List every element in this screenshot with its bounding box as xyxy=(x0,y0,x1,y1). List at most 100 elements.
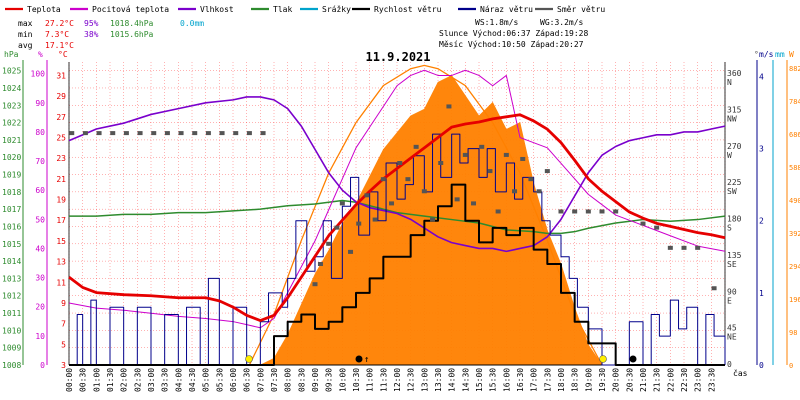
wind-direction-point xyxy=(123,131,129,136)
series-wind_ms-line xyxy=(69,183,725,366)
wind-direction-point xyxy=(356,221,362,226)
wind-direction-point xyxy=(334,225,340,230)
temperature-tick-label: 3 xyxy=(61,361,66,370)
wind-direction-point xyxy=(372,217,378,222)
x-tick-label: 08:00 xyxy=(284,368,293,392)
series-lines xyxy=(68,69,726,366)
x-tick-label: 12:00 xyxy=(393,368,402,392)
axis-units: hPa % °C ° m/s mm W čas xyxy=(4,50,794,378)
pressure-tick-label: 1010 xyxy=(2,326,21,335)
wind-direction-point xyxy=(421,189,427,194)
x-tick-label: 15:00 xyxy=(475,368,484,392)
wind-direction-point xyxy=(312,282,318,287)
x-tick-label: 21:30 xyxy=(653,368,662,392)
direction-compass-label: SE xyxy=(727,260,737,269)
wind-direction-point xyxy=(260,131,266,136)
x-tick-label: 18:00 xyxy=(557,368,566,392)
x-tick-label: 05:00 xyxy=(202,368,211,392)
direction-tick-label: 90 xyxy=(727,287,737,296)
pressure-tick-label: 1015 xyxy=(2,240,21,249)
stat-max-hum: 95% xyxy=(84,19,99,28)
wind-direction-point xyxy=(110,131,116,136)
sunset-icon xyxy=(599,355,607,363)
wind-direction-point xyxy=(364,193,370,198)
x-tick-label: 03:30 xyxy=(161,368,170,392)
pressure-tick-label: 1024 xyxy=(2,84,21,93)
moon-arrow-icon: ↑ xyxy=(364,355,369,365)
x-tick-label: 19:00 xyxy=(584,368,593,392)
wind-direction-point xyxy=(572,209,578,214)
pressure-tick-label: 1019 xyxy=(2,171,21,180)
x-tick-label: 11:00 xyxy=(366,368,375,392)
stat-min-temp: 7.3°C xyxy=(45,30,69,39)
series-temperature_c-line xyxy=(68,113,726,322)
wind-direction-point xyxy=(479,144,485,149)
wind-direction-point xyxy=(495,209,501,214)
pressure-tick-label: 1014 xyxy=(2,257,21,266)
wind-direction-point xyxy=(178,131,184,136)
pressure-tick-label: 1020 xyxy=(2,153,21,162)
wind-direction-point xyxy=(613,209,619,214)
temperature-tick-label: 21 xyxy=(56,175,66,184)
legend-label: Pocitová teplota xyxy=(92,5,169,14)
x-tick-label: 11:30 xyxy=(379,368,388,392)
stat-max-rain: 0.0mm xyxy=(180,19,204,28)
stat-min-press: 1015.6hPa xyxy=(110,30,154,39)
temperature-tick-label: 9 xyxy=(61,299,66,308)
pressure-tick-label: 1012 xyxy=(2,292,21,301)
temperature-tick-label: 5 xyxy=(61,340,66,349)
wind-direction-point xyxy=(487,169,493,174)
stat-max-temp: 27.2°C xyxy=(45,19,74,28)
wind-direction-point xyxy=(82,131,88,136)
stat-max-label: max xyxy=(18,19,33,28)
temperature-tick-label: 7 xyxy=(61,320,66,329)
series-temperature_c-line xyxy=(68,69,726,329)
wind-direction-point xyxy=(233,131,239,136)
x-tick-label: 07:30 xyxy=(270,368,279,392)
wind-direction-point xyxy=(695,245,701,250)
wind-direction-point xyxy=(151,131,157,136)
x-tick-label: 18:30 xyxy=(571,368,580,392)
humidity-tick-label: 40 xyxy=(35,244,45,253)
legend-label: Srážky xyxy=(322,5,351,14)
wind-direction-point xyxy=(348,249,354,254)
wind-direction-point xyxy=(164,131,170,136)
temperature-tick-label: 15 xyxy=(56,237,66,246)
x-tick-label: 01:30 xyxy=(106,368,115,392)
wind-direction-point xyxy=(503,152,509,157)
x-tick-label: 23:30 xyxy=(707,368,716,392)
wind-direction-point xyxy=(512,189,518,194)
stat-min-label: min xyxy=(18,30,33,39)
series-humidity_pct-line xyxy=(68,96,726,253)
wind-tick-label: 0 xyxy=(759,361,764,370)
unit-degc: °C xyxy=(58,50,68,59)
humidity-tick-label: 100 xyxy=(31,70,46,79)
wind-tick-label: 3 xyxy=(759,145,764,154)
stat-min-hum: 38% xyxy=(84,30,99,39)
x-tick-label: 19:30 xyxy=(598,368,607,392)
solar-theoretical-curve xyxy=(248,64,603,366)
x-tick-label: 02:30 xyxy=(133,368,142,392)
pressure-tick-label: 1013 xyxy=(2,274,21,283)
wind-direction-point xyxy=(438,161,444,165)
direction-tick-label: 0 xyxy=(727,360,732,369)
humidity-tick-label: 90 xyxy=(35,99,45,108)
x-tick-label: 10:00 xyxy=(338,368,347,392)
unit-hpa: hPa xyxy=(4,50,19,59)
humidity-tick-label: 30 xyxy=(35,274,45,283)
x-tick-label: 14:30 xyxy=(461,368,470,392)
temperature-tick-label: 29 xyxy=(56,92,66,101)
solar-tick-label: 882 xyxy=(789,65,800,73)
wind-direction-point xyxy=(654,225,660,230)
wind-direction-point xyxy=(667,245,673,250)
direction-compass-label: SW xyxy=(727,187,737,196)
temperature-tick-label: 11 xyxy=(56,278,66,287)
x-tick-label: 16:30 xyxy=(516,368,525,392)
wind-direction-point xyxy=(326,241,332,246)
legend: Teplota Pocitová teplota Vlhkost Tlak Srážky… xyxy=(5,5,605,14)
solar-tick-label: 98 xyxy=(789,329,797,337)
legend-label: Rychlost větru xyxy=(374,5,442,14)
temperature-tick-label: 17 xyxy=(56,216,66,225)
solar-tick-label: 392 xyxy=(789,230,800,238)
